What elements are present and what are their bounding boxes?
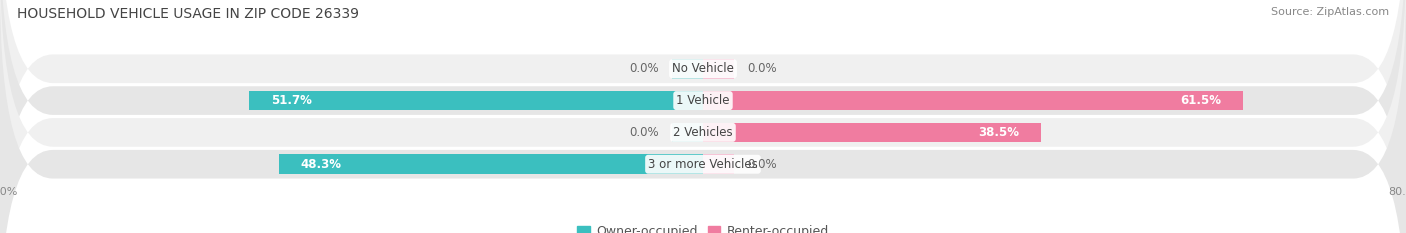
Text: 3 or more Vehicles: 3 or more Vehicles	[648, 158, 758, 171]
Text: 61.5%: 61.5%	[1181, 94, 1222, 107]
Text: 0.0%: 0.0%	[747, 62, 776, 75]
Bar	[278, 154, 703, 174]
Bar	[703, 154, 734, 174]
Bar	[703, 123, 1042, 142]
Text: HOUSEHOLD VEHICLE USAGE IN ZIP CODE 26339: HOUSEHOLD VEHICLE USAGE IN ZIP CODE 2633…	[17, 7, 359, 21]
Text: 38.5%: 38.5%	[979, 126, 1019, 139]
Bar	[672, 123, 703, 142]
Text: 0.0%: 0.0%	[630, 62, 659, 75]
Text: 0.0%: 0.0%	[630, 126, 659, 139]
Bar	[249, 91, 703, 110]
Bar	[703, 59, 734, 79]
Bar	[672, 59, 703, 79]
Text: No Vehicle: No Vehicle	[672, 62, 734, 75]
Text: 0.0%: 0.0%	[747, 158, 776, 171]
Text: 2 Vehicles: 2 Vehicles	[673, 126, 733, 139]
Text: 51.7%: 51.7%	[270, 94, 312, 107]
Bar	[703, 91, 1243, 110]
Text: 1 Vehicle: 1 Vehicle	[676, 94, 730, 107]
Legend: Owner-occupied, Renter-occupied: Owner-occupied, Renter-occupied	[572, 220, 834, 233]
Text: Source: ZipAtlas.com: Source: ZipAtlas.com	[1271, 7, 1389, 17]
Text: 48.3%: 48.3%	[301, 158, 342, 171]
